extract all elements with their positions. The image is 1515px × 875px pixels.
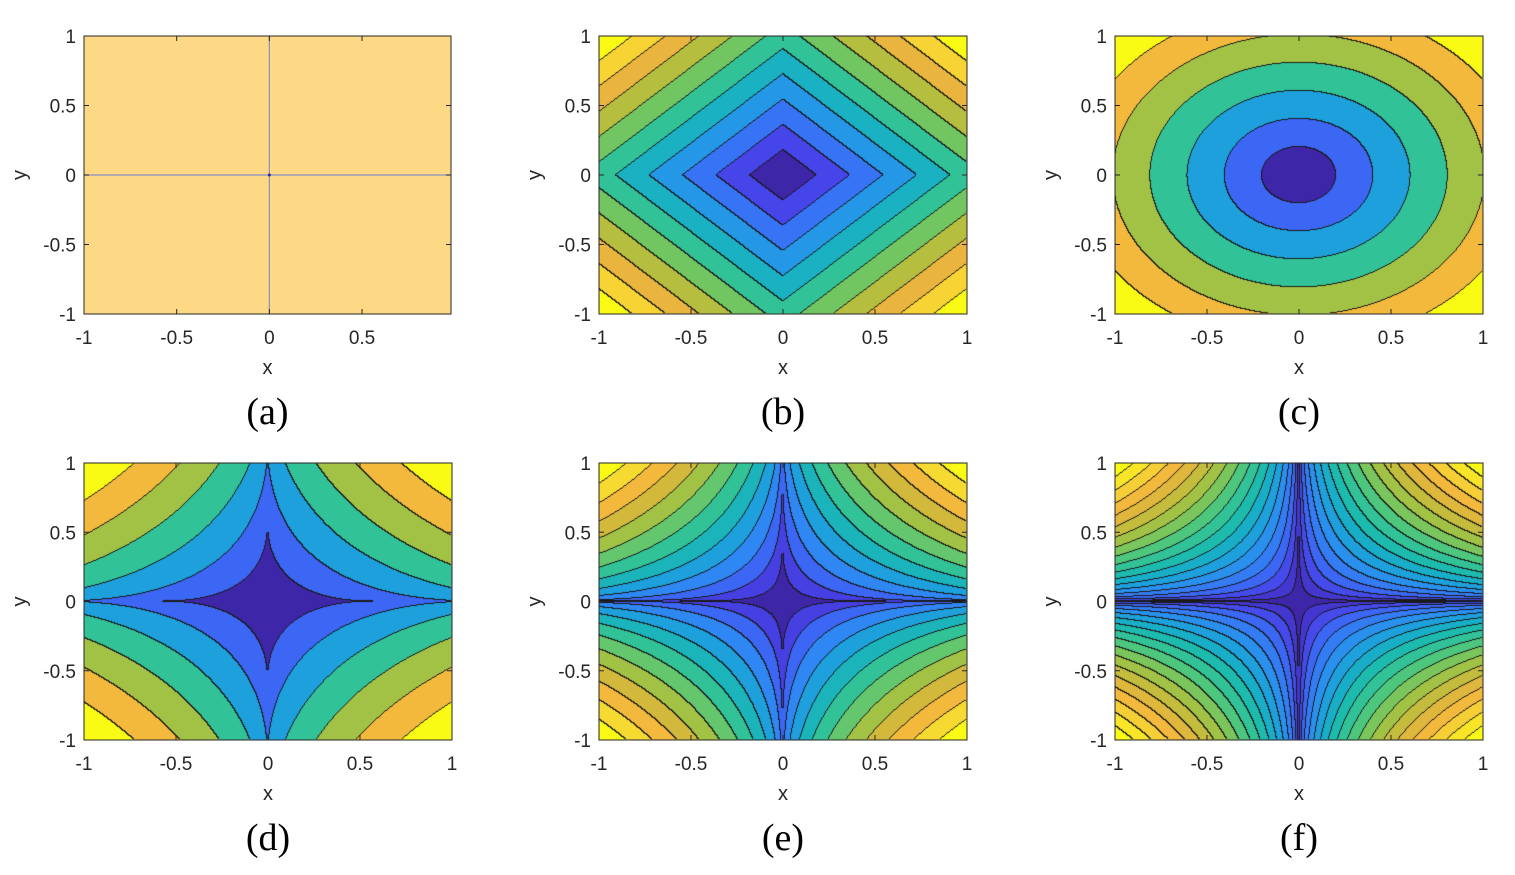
- x-tick-label: 0.5: [862, 754, 888, 775]
- panel-a: -1 -0.5 0 0.5 1 0.5 0 -0.5 -1 x y (a): [9, 27, 452, 433]
- y-tick-label: 0: [65, 166, 76, 187]
- panel-b: -1 -0.5 0 0.5 1 1 0.5 0 -0.5 -1 x y (b): [524, 27, 972, 433]
- y-tick-label: 0.5: [565, 97, 591, 118]
- x-tick-label: 0.5: [1378, 754, 1404, 775]
- y-tick-label: -1: [574, 731, 591, 752]
- x-tick-label: 0: [778, 754, 789, 775]
- x-tick-label: 1: [1478, 328, 1489, 349]
- contour-fill: [1115, 463, 1483, 740]
- panel-e: -1 -0.5 0 0.5 1 1 0.5 0 -0.5 -1 x y (e): [524, 454, 972, 859]
- x-tick-label: -0.5: [1191, 754, 1224, 775]
- x-tick-label: 0: [264, 328, 275, 349]
- y-axis-label: y: [9, 170, 31, 180]
- x-tick-label: 1: [962, 754, 973, 775]
- x-tick-label: -0.5: [675, 328, 708, 349]
- origin-point: [267, 173, 271, 177]
- y-tick-label: 0: [1096, 593, 1107, 614]
- y-axis-label: y: [1040, 597, 1062, 607]
- y-tick-label: -0.5: [43, 662, 76, 683]
- y-axis-label: y: [524, 597, 546, 607]
- x-tick-label: -0.5: [160, 754, 193, 775]
- x-tick-label: 1: [1478, 754, 1489, 775]
- y-tick-label: 0.5: [50, 97, 76, 118]
- x-axis-label: x: [263, 783, 273, 805]
- y-tick-label: -0.5: [558, 236, 591, 257]
- panel-caption: (e): [762, 817, 804, 859]
- y-tick-label: 0.5: [50, 523, 76, 544]
- x-tick-label: -0.5: [1191, 328, 1224, 349]
- y-tick-label: -0.5: [43, 236, 76, 257]
- x-tick-label: 0.5: [349, 328, 375, 349]
- x-tick-label: -1: [1107, 754, 1124, 775]
- x-tick-label: 0: [263, 754, 274, 775]
- x-tick-label: -1: [591, 754, 608, 775]
- y-tick-label: -1: [574, 305, 591, 326]
- panel-f: -1 -0.5 0 0.5 1 1 0.5 0 -0.5 -1 x y (f): [1040, 454, 1488, 859]
- x-tick-label: -0.5: [160, 328, 193, 349]
- x-tick-label: -1: [591, 328, 608, 349]
- panel-caption: (a): [246, 391, 288, 433]
- x-axis-label: x: [778, 357, 788, 379]
- y-tick-label: 1: [65, 454, 76, 475]
- x-tick-label: -0.5: [675, 754, 708, 775]
- y-tick-label: 1: [1096, 27, 1107, 48]
- y-axis-label: y: [1040, 170, 1062, 180]
- panel-d: -1 -0.5 0 0.5 1 1 0.5 0 -0.5 -1 x y (d): [9, 454, 457, 859]
- y-tick-label: 0: [580, 593, 591, 614]
- y-tick-label: 0: [580, 166, 591, 187]
- panel-caption: (f): [1280, 817, 1318, 859]
- panel-caption: (c): [1278, 391, 1320, 433]
- y-tick-label: -0.5: [1074, 662, 1107, 683]
- x-tick-label: 0.5: [347, 754, 373, 775]
- x-axis-label: x: [1294, 357, 1304, 379]
- x-tick-label: 1: [447, 754, 458, 775]
- x-axis-label: x: [263, 357, 273, 379]
- panel-caption: (d): [246, 817, 290, 859]
- x-tick-label: 0: [1294, 754, 1305, 775]
- contour-fill: [599, 463, 967, 740]
- y-axis-label: y: [9, 597, 31, 607]
- y-tick-label: 0.5: [1081, 97, 1107, 118]
- y-tick-label: 0.5: [1081, 523, 1107, 544]
- y-tick-label: -1: [1090, 305, 1107, 326]
- y-tick-label: 1: [580, 454, 591, 475]
- x-tick-label: 0.5: [862, 328, 888, 349]
- x-tick-label: -1: [1107, 328, 1124, 349]
- y-axis-label: y: [524, 170, 546, 180]
- x-tick-label: 0: [1294, 328, 1305, 349]
- contour-fill: [599, 36, 967, 314]
- panel-caption: (b): [761, 391, 805, 433]
- x-tick-label: 0: [778, 328, 789, 349]
- x-tick-label: -1: [76, 754, 93, 775]
- y-tick-label: 0.5: [565, 523, 591, 544]
- contour-fill: [84, 463, 452, 740]
- y-tick-label: 1: [580, 27, 591, 48]
- x-axis-label: x: [778, 783, 788, 805]
- y-tick-label: -0.5: [1074, 236, 1107, 257]
- x-tick-label: 1: [962, 328, 973, 349]
- y-tick-label: 1: [65, 27, 76, 48]
- y-tick-label: -0.5: [558, 662, 591, 683]
- y-tick-label: 0: [65, 593, 76, 614]
- y-tick-label: -1: [1090, 731, 1107, 752]
- y-tick-label: 0: [1096, 166, 1107, 187]
- x-tick-label: 0.5: [1378, 328, 1404, 349]
- contour-fill: [1115, 36, 1483, 314]
- y-tick-label: -1: [59, 305, 76, 326]
- x-tick-label: -1: [76, 328, 93, 349]
- x-axis-label: x: [1294, 783, 1304, 805]
- y-tick-label: 1: [1096, 454, 1107, 475]
- y-tick-label: -1: [59, 731, 76, 752]
- panel-c: -1 -0.5 0 0.5 1 1 0.5 0 -0.5 -1 x y (c): [1040, 27, 1488, 433]
